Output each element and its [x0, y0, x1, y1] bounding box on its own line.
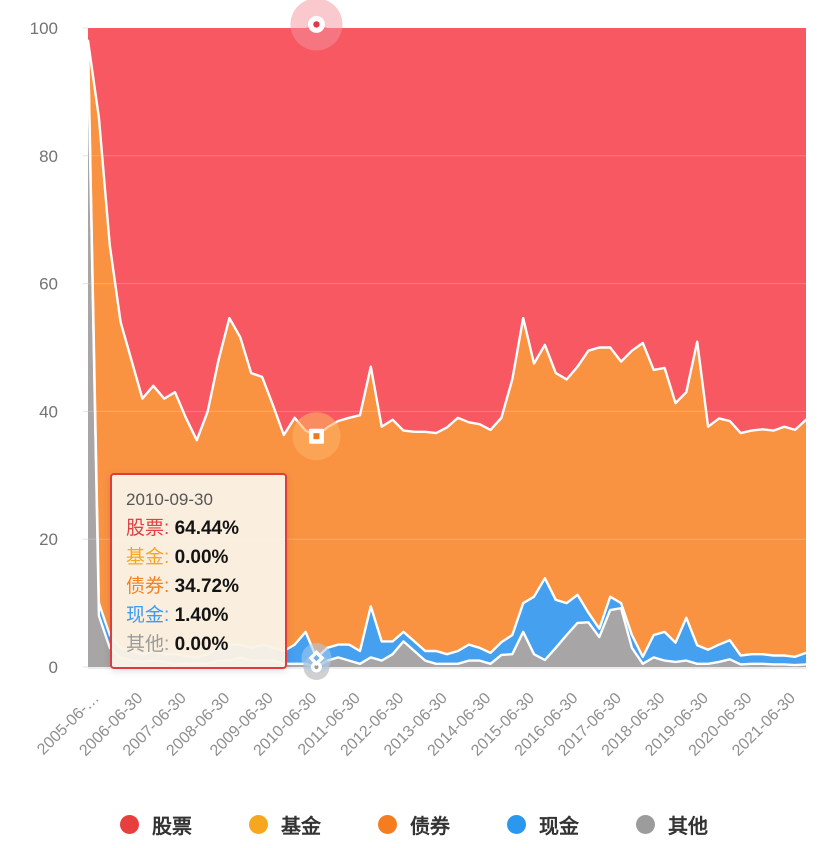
tooltip-value-bonds: 34.72% [174, 576, 240, 597]
y-axis-label: 40 [39, 402, 58, 421]
legend-swatch-stocks [120, 814, 139, 834]
legend-item-cash[interactable]: 现金 [507, 810, 579, 839]
legend-label-cash: 现金 [539, 815, 579, 838]
tooltip-row-bonds: 债券34.72% [126, 572, 273, 601]
tooltip-value-cash: 1.40% [174, 605, 229, 626]
tooltip-row-stocks: 股票64.44% [126, 514, 273, 543]
legend-item-bonds[interactable]: 债券 [378, 810, 450, 839]
legend-item-other[interactable]: 其他 [636, 810, 708, 839]
area-stocks [88, 27, 806, 441]
legend-label-other: 其他 [668, 815, 708, 838]
tooltip-label-other: 其他 [126, 634, 175, 655]
legend-label-funds: 基金 [281, 815, 321, 838]
legend-label-stocks: 股票 [152, 815, 192, 838]
hover-marker-cash [308, 650, 325, 667]
chart-canvas[interactable]: 0204060801002005-06-…2006-06-302007-06-3… [0, 0, 828, 796]
y-axis-label: 20 [39, 530, 58, 549]
hover-marker-bonds [308, 428, 324, 444]
legend-swatch-funds [249, 814, 268, 834]
tooltip-value-stocks: 64.44% [174, 518, 240, 539]
legend: 股票 基金 债券 现金 其他 [0, 800, 828, 848]
legend-label-bonds: 债券 [410, 815, 450, 838]
tooltip-date: 2010-09-30 [126, 490, 213, 509]
legend-swatch-other [636, 814, 655, 834]
tooltip-value-funds: 0.00% [174, 547, 229, 568]
boundary-line-bonds [88, 39, 806, 442]
tooltip-row-funds: 基金0.00% [126, 543, 273, 572]
hover-marker-other [310, 661, 322, 673]
legend-swatch-bonds [378, 814, 397, 834]
tooltip-label-funds: 基金 [126, 547, 175, 568]
tooltip-row-cash: 现金1.40% [126, 601, 273, 630]
legend-item-funds[interactable]: 基金 [249, 810, 321, 839]
tooltip-row-other: 其他0.00% [126, 630, 273, 659]
y-axis-label: 60 [39, 275, 58, 294]
tooltip-label-bonds: 债券 [126, 576, 175, 597]
tooltip-label-stocks: 股票 [126, 518, 175, 539]
y-axis-label: 100 [30, 19, 58, 38]
y-axis-label: 0 [49, 658, 58, 677]
legend-item-stocks[interactable]: 股票 [120, 810, 192, 839]
tooltip-value-other: 0.00% [174, 634, 229, 655]
y-axis-label: 80 [39, 147, 58, 166]
tooltip-label-cash: 现金 [126, 605, 175, 626]
tooltip: 2010-09-30 股票64.44% 基金0.00% 债券34.72% 现金1… [110, 473, 287, 669]
legend-swatch-cash [507, 814, 526, 834]
hover-marker-stocks [307, 15, 325, 33]
